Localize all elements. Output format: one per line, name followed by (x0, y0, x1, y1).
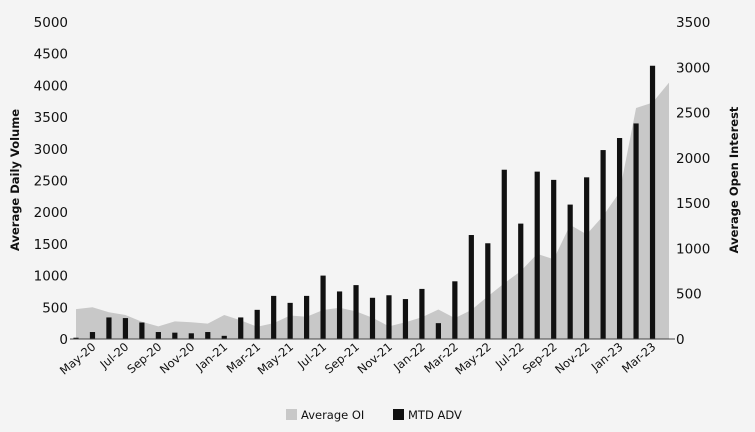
mtd-adv-bar (600, 150, 606, 339)
left-y-tick-label: 4000 (34, 78, 68, 94)
right-y-axis-title: Average Open Interest (727, 106, 741, 253)
right-y-tick-label: 0 (676, 332, 685, 348)
mtd-adv-bar (172, 332, 178, 339)
mtd-adv-bar (485, 243, 491, 339)
legend-swatch-mtd-adv (393, 409, 404, 420)
right-y-tick-label: 3000 (676, 60, 710, 76)
left-y-tick-label: 3000 (34, 142, 68, 158)
left-y-tick-label: 3500 (34, 110, 68, 126)
right-y-tick-label: 2000 (676, 151, 710, 167)
right-y-tick-label: 2500 (676, 106, 710, 122)
mtd-adv-bar (336, 291, 343, 339)
left-y-tick-label: 5000 (34, 15, 68, 31)
mtd-adv-bar (616, 138, 623, 339)
x-tick-label: Jan-21 (192, 340, 230, 375)
x-tick-label: May-22 (452, 340, 493, 378)
x-tick-label: Sep-22 (520, 340, 560, 377)
x-tick-label: May-21 (255, 340, 296, 378)
left-y-tick-label: 1500 (34, 237, 68, 253)
mtd-adv-bar (369, 297, 376, 339)
legend-label-mtd-adv: MTD ADV (408, 408, 462, 422)
mtd-adv-bar (501, 169, 507, 339)
mtd-adv-bar (419, 288, 425, 339)
mtd-adv-bar (271, 295, 277, 339)
right-y-tick-label: 500 (676, 287, 702, 303)
mtd-adv-bar (452, 281, 458, 339)
mtd-adv-bar (649, 65, 656, 339)
mtd-adv-bar (402, 299, 409, 339)
mtd-adv-bar (254, 309, 260, 339)
mtd-adv-bar (435, 323, 441, 339)
right-y-tick-label: 1500 (676, 196, 710, 212)
x-tick-label: Nov-22 (552, 340, 592, 377)
mtd-adv-bar (287, 302, 293, 339)
legend-swatch-average-oi (286, 409, 297, 420)
left-y-tick-label: 500 (42, 300, 68, 316)
mtd-adv-bar (221, 335, 227, 339)
left-y-tick-label: 0 (59, 332, 68, 348)
mtd-adv-bar (518, 223, 524, 339)
mtd-adv-bar (386, 295, 392, 339)
mtd-adv-bar (155, 332, 161, 339)
mtd-adv-bar-layer (73, 65, 656, 339)
right-y-tick-labels: 0 500 1000 1500 2000 2500 3000 3500 (676, 15, 710, 348)
mtd-adv-bar (73, 337, 79, 339)
right-y-tick-label: 1000 (676, 241, 710, 257)
legend: Average OI MTD ADV (286, 408, 462, 422)
mtd-adv-bar (584, 177, 590, 339)
mtd-adv-bar (534, 171, 540, 339)
x-tick-label: Jan-23 (588, 340, 626, 375)
mtd-adv-bar (320, 275, 326, 339)
x-tick-label: Sep-21 (322, 340, 362, 377)
x-tick-label: Jan-22 (390, 340, 428, 375)
left-y-axis-title: Average Daily Volume (8, 109, 22, 251)
left-y-tick-label: 1000 (34, 269, 68, 285)
left-y-tick-label: 2500 (34, 174, 68, 190)
left-y-tick-label: 2000 (34, 205, 68, 221)
left-y-tick-labels: 0 500 1000 1500 2000 2500 3000 3500 4000 4500 5000 (34, 15, 68, 348)
mtd-adv-bar (188, 333, 194, 339)
x-tick-label: Sep-20 (124, 340, 164, 377)
mtd-adv-bar (139, 322, 145, 339)
legend-label-average-oi: Average OI (301, 408, 364, 422)
mtd-adv-bar (106, 317, 112, 339)
x-tick-labels: May-20Jul-20Sep-20Nov-20Jan-21Mar-21May-… (57, 340, 659, 378)
x-tick-label: Nov-21 (355, 340, 395, 377)
mtd-adv-bar (238, 317, 244, 339)
mtd-adv-bar (567, 204, 573, 339)
left-y-tick-label: 4500 (34, 47, 68, 63)
mtd-adv-bar (353, 285, 359, 339)
x-tick-label: Mar-23 (619, 340, 658, 376)
mtd-adv-bar (122, 318, 129, 339)
mtd-adv-bar (633, 123, 639, 339)
right-y-tick-label: 3500 (676, 15, 710, 31)
mtd-adv-bar (468, 235, 474, 339)
mtd-adv-bar (551, 179, 557, 339)
mtd-adv-bar (304, 295, 310, 339)
mtd-adv-bar (89, 332, 96, 339)
mtd-adv-bar (205, 332, 211, 339)
x-tick-label: Nov-20 (157, 340, 197, 377)
